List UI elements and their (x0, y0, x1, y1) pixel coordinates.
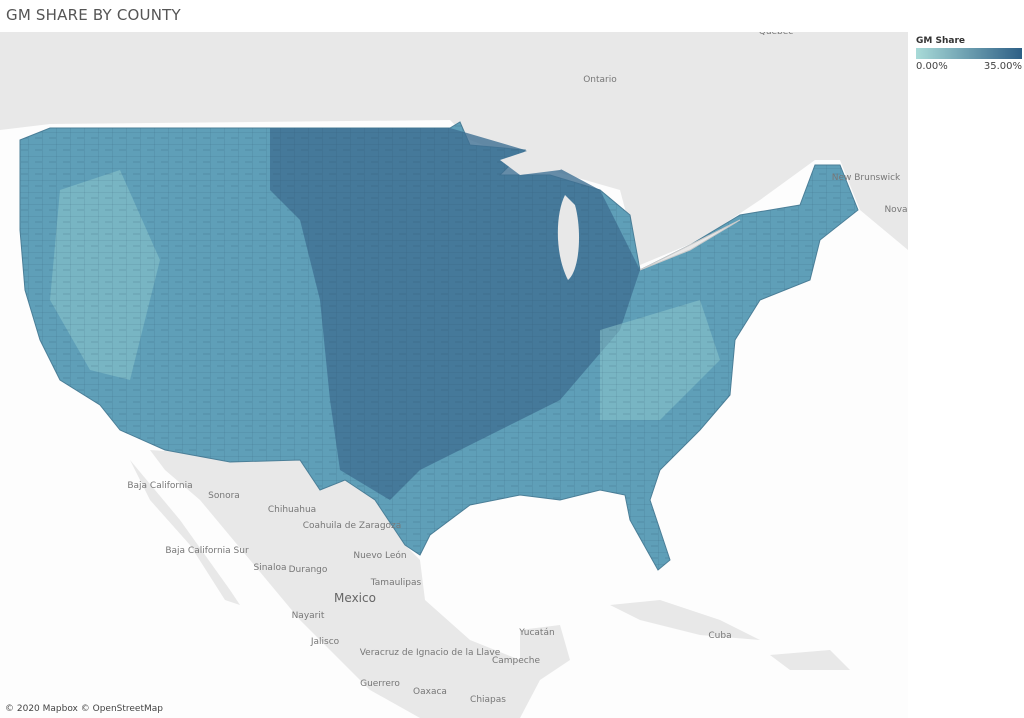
caribbean (610, 600, 850, 670)
place-label: Mexico (334, 591, 376, 605)
place-label: Nova (884, 205, 907, 215)
legend: GM Share 0.00% 35.00% (916, 36, 1022, 72)
place-label: Chiapas (470, 695, 506, 705)
county-lines (20, 122, 858, 570)
title: GM SHARE BY COUNTY (6, 6, 181, 24)
place-label: Ontario (583, 75, 617, 85)
place-label: Baja California (127, 481, 192, 491)
baja (130, 460, 240, 605)
place-label: Sinaloa (254, 563, 287, 573)
place-label: Quebec (759, 32, 794, 37)
lake-michigan (557, 195, 580, 280)
place-label: Coahuila de Zaragoza (303, 521, 402, 531)
place-label: Yucatán (518, 628, 554, 638)
lake-superior (500, 140, 600, 175)
attribution: © 2020 Mapbox © OpenStreetMap (5, 704, 163, 714)
mexico (150, 450, 570, 718)
legend-gradient (916, 48, 1022, 59)
place-label: Veracruz de Ignacio de la Llave (360, 648, 501, 658)
place-label: New Brunswick (832, 173, 901, 183)
place-label: Campeche (492, 656, 540, 666)
place-label: Sonora (208, 491, 240, 501)
place-label: Nayarit (292, 611, 325, 621)
map: Quebec Ontario New Brunswick Nova Baja Calif… (0, 32, 908, 718)
place-label: Baja California Sur (165, 546, 249, 556)
lake-ontario (639, 219, 741, 271)
place-label: Durango (289, 565, 328, 575)
place-label: Oaxaca (413, 687, 447, 697)
legend-max: 35.00% (983, 61, 1022, 72)
canada (0, 32, 908, 265)
place-label: Chihuahua (268, 505, 316, 515)
place-label: Jalisco (310, 637, 340, 647)
legend-labels: 0.00% 35.00% (916, 61, 1022, 72)
place-label: Tamaulipas (370, 578, 422, 588)
place-label: Cuba (708, 631, 731, 641)
labels: Quebec Ontario New Brunswick Nova Baja Calif… (127, 32, 907, 705)
legend-min: 0.00% (916, 61, 948, 72)
place-label: Nuevo León (353, 550, 406, 561)
place-label: Guerrero (360, 679, 400, 689)
legend-title: GM Share (916, 36, 965, 46)
